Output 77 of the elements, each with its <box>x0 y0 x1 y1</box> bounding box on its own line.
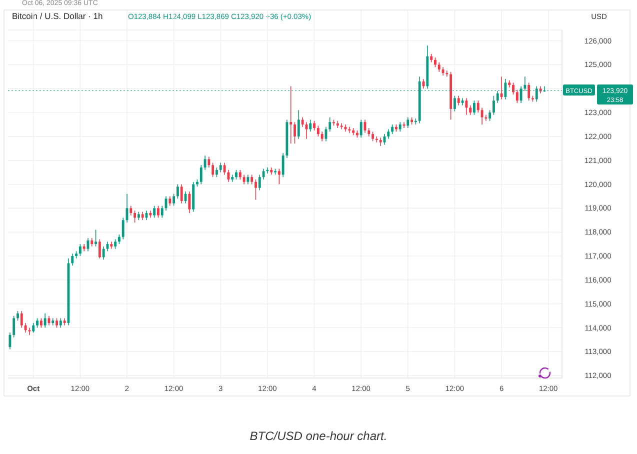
candlestick <box>172 193 176 206</box>
candlestick <box>153 205 156 218</box>
candlestick <box>398 122 402 132</box>
candlestick <box>71 253 74 266</box>
candlestick <box>8 332 12 350</box>
candlestick <box>98 238 101 259</box>
candlestick <box>309 119 312 132</box>
candlestick <box>406 116 410 128</box>
candlestick <box>372 131 374 142</box>
candlestick <box>290 86 292 144</box>
candlestick <box>262 168 265 180</box>
candlestick <box>476 100 480 113</box>
candlestick <box>56 318 58 328</box>
candlestick <box>188 191 191 214</box>
candlestick <box>301 116 304 128</box>
candlestick <box>59 318 62 328</box>
candlestick <box>320 131 324 142</box>
candlestick <box>20 310 23 328</box>
candlestick <box>212 162 214 178</box>
candlestick <box>200 164 202 185</box>
candlestick <box>297 110 300 140</box>
candlestick <box>465 98 468 116</box>
candlestick <box>180 184 183 204</box>
candlestick <box>238 170 242 180</box>
candlestick <box>130 205 132 216</box>
candlestick <box>360 119 362 138</box>
candlestick <box>32 322 35 333</box>
candlestick <box>227 170 230 182</box>
candlestick <box>176 184 179 200</box>
candlestick <box>12 315 16 338</box>
candlestick <box>457 95 460 106</box>
candlestick <box>278 168 280 185</box>
candlestick <box>528 82 530 101</box>
candlestick <box>492 95 495 116</box>
candlestick <box>316 125 320 137</box>
candlestick <box>473 100 476 116</box>
candlestick <box>134 210 136 223</box>
candlestick <box>305 122 308 140</box>
candlestick <box>282 152 284 178</box>
candlestick <box>294 122 296 144</box>
candlestick <box>102 246 105 260</box>
candlestick <box>122 217 124 240</box>
candlestick <box>16 310 19 321</box>
candlestick <box>313 120 316 131</box>
candlestick <box>246 174 250 185</box>
candlestick <box>391 124 394 134</box>
candlestick <box>208 156 210 168</box>
candlestick <box>94 229 97 247</box>
candlestick <box>44 313 46 328</box>
candlestick <box>78 244 82 256</box>
candlestick <box>258 174 261 191</box>
candlestick <box>118 234 120 244</box>
candlestick <box>488 110 492 122</box>
candlestick <box>28 327 31 336</box>
chart-title: Bitcoin / U.S. Dollar · 1h <box>12 11 103 21</box>
candlestick <box>434 57 436 68</box>
candlestick <box>219 162 222 173</box>
candlestick <box>250 174 254 185</box>
candlestick <box>387 128 390 140</box>
candlestick <box>156 205 160 218</box>
candlestick <box>438 62 440 72</box>
text: BTC/USD one-hour chart. <box>250 429 388 443</box>
candlestick <box>40 318 42 328</box>
candlestick <box>114 238 116 250</box>
candlestick <box>496 90 499 104</box>
candlestick <box>469 104 472 116</box>
candlestick <box>454 95 456 112</box>
candlestick <box>235 170 238 180</box>
candlestick <box>36 318 38 328</box>
candlestick <box>160 205 164 218</box>
candlestick <box>516 89 518 104</box>
candlestick <box>328 116 332 132</box>
candlestick <box>24 322 27 333</box>
candlestick <box>216 167 218 178</box>
candlestick <box>340 122 343 130</box>
candlestick <box>168 196 172 206</box>
candlestick <box>254 179 257 200</box>
